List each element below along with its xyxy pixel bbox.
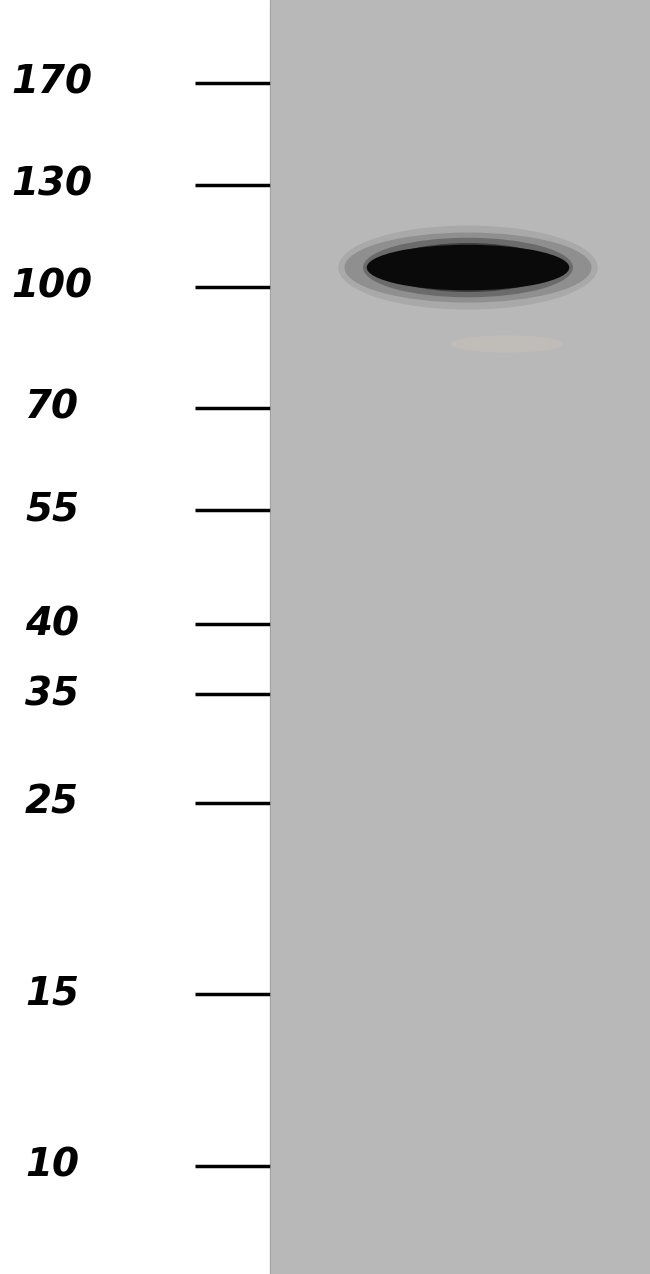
Text: 130: 130 bbox=[12, 166, 92, 204]
Ellipse shape bbox=[400, 248, 536, 287]
Ellipse shape bbox=[437, 259, 499, 276]
Bar bbox=[0, 0, 270, 1274]
Text: 35: 35 bbox=[25, 675, 79, 713]
Text: 10: 10 bbox=[25, 1147, 79, 1185]
Ellipse shape bbox=[419, 254, 517, 282]
Ellipse shape bbox=[338, 225, 598, 310]
Text: 55: 55 bbox=[25, 490, 79, 529]
Text: 40: 40 bbox=[25, 605, 79, 643]
Text: 70: 70 bbox=[25, 389, 79, 427]
Text: 170: 170 bbox=[12, 64, 92, 102]
Ellipse shape bbox=[451, 335, 563, 353]
Ellipse shape bbox=[367, 245, 569, 290]
Text: 15: 15 bbox=[25, 975, 79, 1013]
Ellipse shape bbox=[344, 232, 592, 302]
Bar bbox=[270, 0, 650, 1274]
Text: 100: 100 bbox=[12, 268, 92, 306]
Ellipse shape bbox=[363, 238, 573, 297]
Text: 25: 25 bbox=[25, 784, 79, 822]
Ellipse shape bbox=[382, 243, 554, 292]
